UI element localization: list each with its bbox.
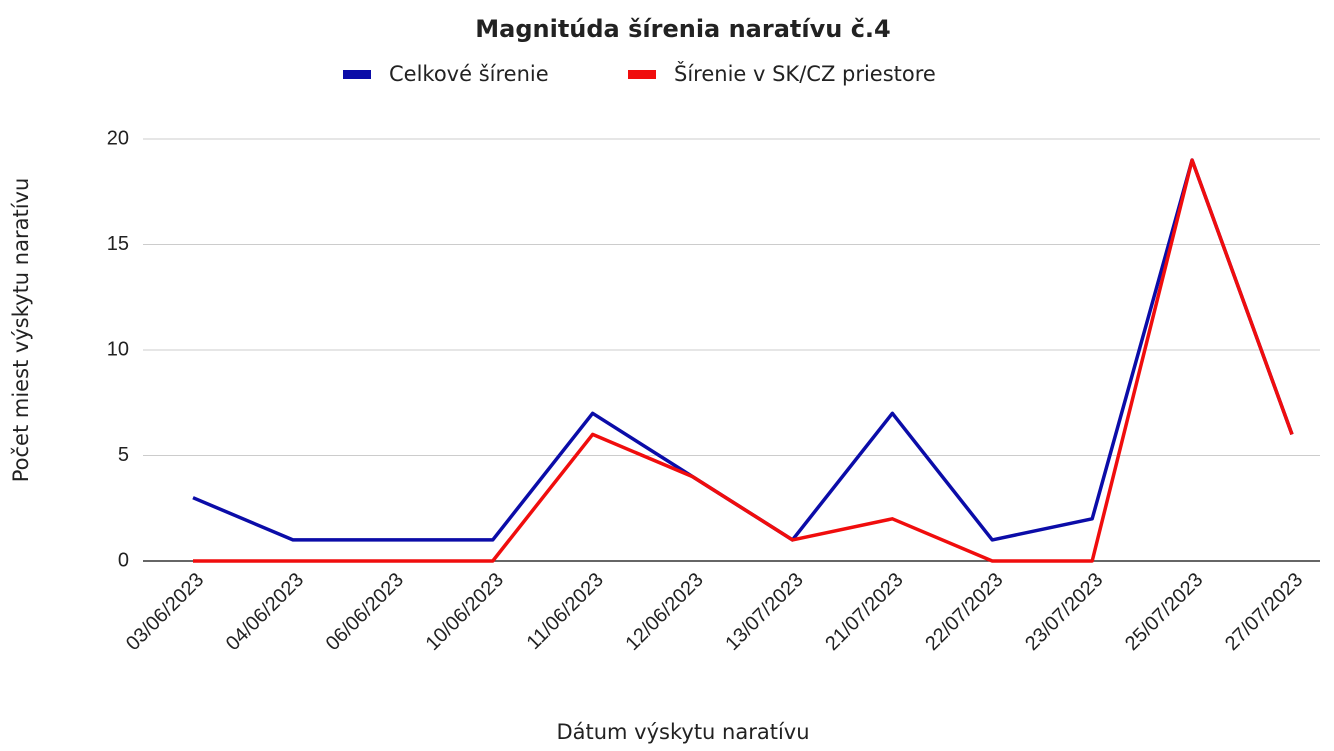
y-tick-label: 10: [107, 338, 129, 360]
legend-label: Celkové šírenie: [389, 62, 549, 86]
x-tick-label: 27/07/2023: [1221, 569, 1307, 655]
x-tick-label: 23/07/2023: [1021, 569, 1107, 655]
legend-swatch: [343, 70, 371, 79]
x-tick-label: 04/06/2023: [222, 569, 308, 655]
y-tick-label: 0: [118, 549, 129, 571]
x-axis-title: Dátum výskytu naratívu: [556, 720, 809, 744]
x-tick-label: 06/06/2023: [322, 569, 408, 655]
chart-title: Magnitúda šírenia naratívu č.4: [475, 15, 891, 43]
y-tick-label: 5: [118, 444, 129, 466]
x-tick-label: 12/06/2023: [621, 569, 707, 655]
y-axis-title: Počet miest výskytu naratívu: [9, 178, 33, 483]
x-tick-label: 03/06/2023: [122, 569, 208, 655]
x-tick-label: 13/07/2023: [721, 569, 807, 655]
x-tick-label: 10/06/2023: [422, 569, 508, 655]
series-line: [193, 158, 1294, 563]
x-tick-label: 25/07/2023: [1121, 569, 1207, 655]
legend-label: Šírenie v SK/CZ priestore: [674, 61, 936, 86]
y-tick-label: 20: [107, 127, 129, 149]
x-tick-label: 22/07/2023: [921, 569, 1007, 655]
x-tick-label: 11/06/2023: [523, 569, 608, 654]
x-tick-label: 21/07/2023: [821, 569, 907, 655]
y-tick-label: 15: [107, 233, 129, 255]
legend-swatch: [628, 70, 656, 79]
